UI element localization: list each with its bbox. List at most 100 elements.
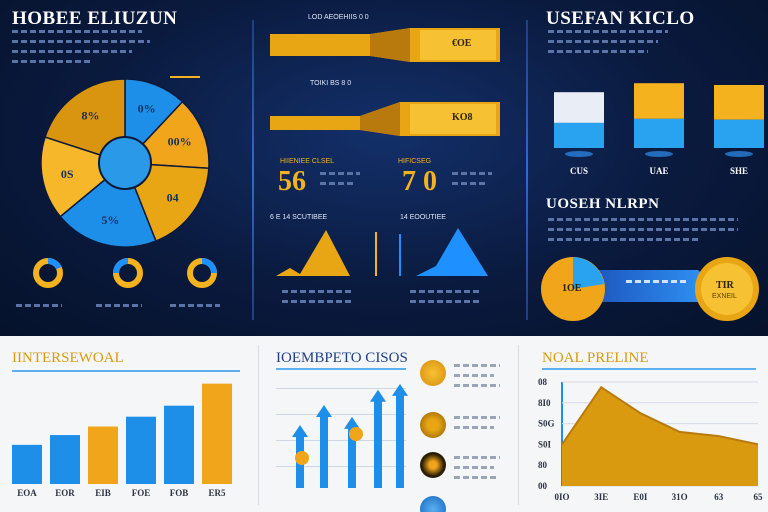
divider: [258, 345, 259, 505]
bar: [202, 383, 232, 484]
area-line: [561, 385, 759, 446]
text-placeholder-line: [410, 300, 480, 303]
arrow-head: [292, 425, 308, 438]
ribbon-2: [270, 102, 500, 136]
bar: [634, 118, 684, 148]
arrow-bar: [320, 415, 328, 488]
text-placeholder-line: [548, 228, 738, 231]
text-placeholder-line: [454, 374, 494, 377]
arrow-bar-chart: [292, 383, 408, 488]
divider: [526, 20, 528, 320]
icon-circle: [420, 496, 446, 512]
text-placeholder-line: [626, 280, 686, 283]
bar: [88, 426, 118, 484]
pie-slice-label: 0S: [61, 167, 74, 181]
x-tick-label: 63: [714, 492, 724, 502]
bar: [126, 416, 156, 484]
icon-circle: [420, 412, 446, 438]
y-tick-label: 8I0: [538, 398, 551, 408]
y-tick-label: S0G: [538, 419, 555, 429]
mountain-chart: [399, 228, 488, 276]
text-placeholder-line: [548, 238, 698, 241]
stat-caption: HIFICSEG: [398, 158, 432, 165]
divider: [252, 20, 254, 320]
x-tick-label: E0I: [633, 492, 648, 502]
text-placeholder-line: [454, 426, 494, 429]
ribbon-value: KO8: [452, 112, 473, 123]
marker: [295, 451, 309, 465]
y-tick-label: 00: [538, 481, 548, 491]
text-placeholder-line: [452, 182, 488, 185]
icon-circle: [420, 452, 446, 478]
icon-circle: [420, 360, 446, 386]
x-tick-label: 0IO: [554, 492, 569, 502]
bar-label: CUS: [570, 166, 588, 176]
y-tick-label: S0I: [538, 439, 552, 449]
arrow-head: [370, 389, 386, 402]
text-placeholder-line: [454, 476, 498, 479]
bar-glow: [565, 151, 593, 157]
bar: [554, 122, 604, 148]
text-placeholder-line: [320, 182, 356, 185]
panel-title: USEFAN KICLO: [546, 8, 695, 29]
pie-center: [98, 136, 152, 190]
pie-slice: [44, 78, 126, 165]
x-tick-label: 31O: [672, 492, 688, 502]
pie-slice-label: 5%: [101, 213, 119, 227]
mini-chart-caption: 14 EOOUTIEE: [400, 214, 446, 221]
text-placeholder-line: [282, 300, 352, 303]
x-tick-label: 65: [754, 492, 764, 502]
bar-top-segment: [714, 85, 764, 120]
pie-slice-label: 00%: [168, 134, 192, 148]
cylinder-bar-chart: CUS UAE SHE: [554, 83, 764, 176]
donut-ring: [187, 258, 217, 288]
divider: [518, 345, 519, 505]
pie-chart: 0% 00% 04 5% 0S 8%: [40, 78, 210, 248]
stat-value: 56: [278, 166, 306, 197]
marker: [349, 427, 363, 441]
bar-label: FOE: [132, 488, 151, 498]
text-placeholder-line: [548, 218, 738, 221]
arrow-head: [316, 405, 332, 418]
bar-chart: EOA EOR EIB FOE FOB ER5: [12, 383, 232, 498]
text-placeholder-line: [16, 304, 62, 307]
gridline: [276, 388, 406, 389]
x-tick-label: 3IE: [594, 492, 608, 502]
circle-badge-left: [541, 257, 605, 321]
bar-top-segment: [554, 92, 604, 123]
bar-label: EIB: [95, 488, 111, 498]
text-placeholder-line: [454, 466, 494, 469]
arrow-bar: [348, 426, 356, 488]
bar-glow: [645, 151, 673, 157]
y-tick-label: 80: [538, 460, 548, 470]
bar-glow: [725, 151, 753, 157]
pie-slice-label: 0%: [138, 101, 156, 115]
bar-label: EOR: [55, 488, 75, 498]
title-underline: [276, 368, 406, 370]
circle-badge-right: [695, 257, 759, 321]
ribbon-value: €OE: [452, 38, 472, 49]
panel-title: IINTERSEWOAL: [12, 350, 124, 366]
ribbon-label: LOD AEOEHIIS 0 0: [308, 14, 369, 21]
text-placeholder-line: [170, 304, 220, 307]
text-placeholder-line: [452, 172, 492, 175]
text-placeholder-line: [12, 40, 150, 43]
y-tick-label: 08: [538, 377, 548, 387]
bar-label: SHE: [730, 166, 748, 176]
text-placeholder-line: [12, 30, 142, 33]
text-placeholder-line: [548, 50, 648, 53]
bar: [50, 435, 80, 484]
title-underline: [542, 368, 756, 370]
bar-top-segment: [634, 83, 684, 119]
bar: [164, 405, 194, 484]
text-placeholder-line: [454, 416, 500, 419]
text-placeholder-line: [320, 172, 360, 175]
arrow-bar: [396, 393, 404, 488]
text-placeholder-line: [12, 60, 92, 63]
stat-value: 7 0: [402, 166, 437, 197]
text-placeholder-line: [282, 290, 352, 293]
gridline: [276, 414, 406, 415]
gridline: [276, 466, 406, 467]
text-placeholder-line: [548, 40, 658, 43]
text-placeholder-line: [12, 50, 132, 53]
